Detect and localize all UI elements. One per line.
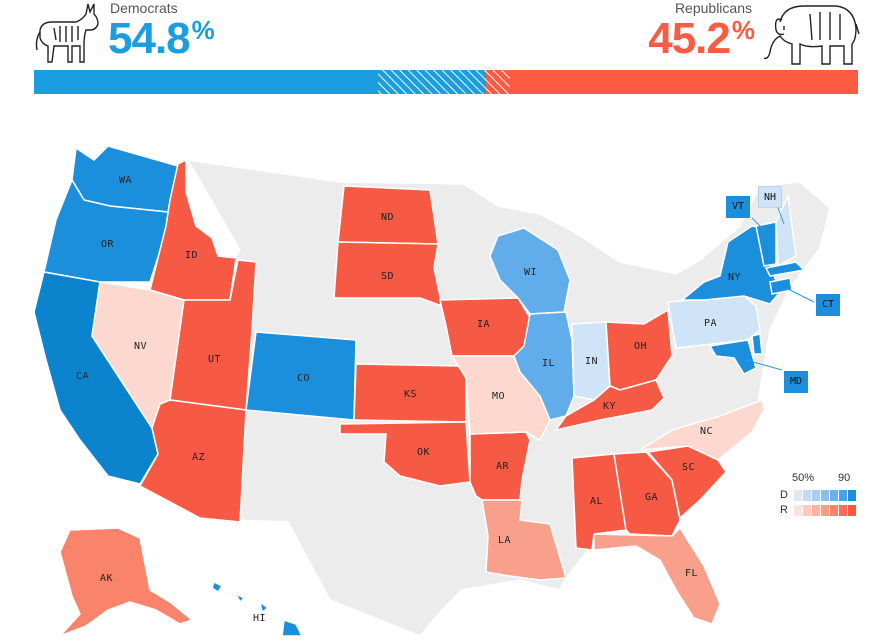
state-nc[interactable]	[639, 398, 765, 461]
elephant-icon	[763, 5, 860, 65]
label-in: IN	[585, 356, 598, 367]
state-il[interactable]	[513, 311, 575, 421]
label-oh: OH	[634, 341, 647, 352]
legend-rep-swatch-7	[848, 505, 856, 516]
callout-vt[interactable]: VT	[726, 196, 750, 218]
state-ct[interactable]	[769, 277, 793, 295]
legend-rep-swatch-6	[839, 505, 847, 516]
legend-dem-letter: D	[780, 489, 788, 501]
state-labels: WA OR CA ID NV UT AZ CO ND SD KS OK AR L…	[76, 175, 741, 624]
label-sc: SC	[682, 462, 695, 473]
legend-dem-swatch-3	[812, 490, 820, 501]
legend-rep-swatch-5	[830, 505, 838, 516]
label-id: ID	[185, 250, 198, 261]
legend-min-label: 50%	[792, 472, 815, 484]
label-il: IL	[542, 358, 555, 369]
label-ok: OK	[417, 447, 430, 458]
label-ar: AR	[496, 461, 510, 472]
legend-rep-swatch-3	[812, 505, 820, 516]
state-md[interactable]	[708, 339, 757, 375]
legend-rep-swatch-1	[794, 505, 802, 516]
legend-dem-scale	[794, 490, 857, 501]
results-bar	[34, 70, 858, 94]
state-ky[interactable]	[554, 379, 665, 432]
label-al: AL	[590, 496, 603, 507]
state-ak[interactable]	[59, 527, 194, 637]
legend-rep-swatch-4	[821, 505, 829, 516]
label-wa: WA	[119, 175, 132, 186]
label-or: OR	[101, 239, 115, 250]
label-ga: GA	[645, 492, 658, 503]
label-ak: AK	[100, 573, 113, 584]
label-co: CO	[297, 373, 310, 384]
rep-percentage-value: 45.2	[648, 14, 731, 63]
donkey-icon	[35, 3, 99, 63]
legend-dem-swatch-5	[830, 490, 838, 501]
state-fl[interactable]	[593, 526, 721, 625]
label-nc: NC	[700, 426, 713, 437]
label-sd: SD	[381, 271, 394, 282]
legend-dem-swatch-2	[803, 490, 811, 501]
rep-percentage-unit: %	[731, 15, 755, 45]
legend-rep-swatch-2	[803, 505, 811, 516]
dem-share-bar	[34, 70, 378, 94]
label-nv: NV	[134, 341, 147, 352]
dem-percentage: 54.8%	[108, 14, 215, 64]
label-mo: MO	[492, 391, 505, 402]
callout-nh[interactable]: NH	[758, 186, 782, 208]
label-fl: FL	[685, 568, 698, 579]
state-nh[interactable]	[775, 193, 797, 268]
state-ga[interactable]	[613, 451, 681, 537]
legend-dem-swatch-7	[848, 490, 856, 501]
label-ny: NY	[728, 272, 741, 283]
state-id[interactable]	[149, 158, 237, 301]
rep-party-label: Republicans	[674, 0, 752, 16]
dem-lean-bar	[378, 70, 486, 94]
label-ut: UT	[208, 354, 221, 365]
state-hi[interactable]	[211, 580, 304, 637]
label-la: LA	[498, 535, 511, 546]
dem-party-label: Democrats	[110, 0, 178, 16]
legend-rep-letter: R	[780, 504, 788, 516]
label-ky: KY	[603, 401, 616, 412]
state-la[interactable]	[481, 499, 567, 581]
us-map-svg: WA OR CA ID NV UT AZ CO ND SD KS OK AR L…	[33, 145, 831, 637]
label-wi: WI	[524, 267, 537, 278]
state-az[interactable]	[138, 399, 247, 523]
rep-lean-bar	[486, 70, 510, 94]
callout-ct[interactable]: CT	[816, 294, 840, 316]
label-hi: HI	[253, 613, 266, 624]
legend-max-label: 90	[838, 472, 851, 484]
state-ok[interactable]	[339, 421, 471, 487]
us-map: WA OR CA ID NV UT AZ CO ND SD KS OK AR L…	[0, 140, 888, 637]
label-pa: PA	[704, 318, 717, 329]
rep-percentage: 45.2%	[648, 14, 755, 64]
dem-percentage-value: 54.8	[108, 14, 191, 63]
label-az: AZ	[192, 452, 205, 463]
dem-percentage-unit: %	[191, 15, 215, 45]
color-legend: 50% 90 D R	[778, 472, 860, 522]
label-ia: IA	[477, 319, 490, 330]
callout-leaders	[745, 207, 815, 371]
label-nd: ND	[381, 212, 394, 223]
state-vt[interactable]	[755, 221, 777, 267]
state-de[interactable]	[751, 333, 763, 355]
legend-rep-scale	[794, 505, 857, 516]
label-ks: KS	[404, 389, 417, 400]
callout-md[interactable]: MD	[784, 371, 808, 393]
legend-dem-swatch-6	[839, 490, 847, 501]
state-ks[interactable]	[353, 363, 467, 423]
label-ca: CA	[76, 371, 89, 382]
legend-dem-swatch-1	[794, 490, 802, 501]
legend-dem-swatch-4	[821, 490, 829, 501]
rep-share-bar	[510, 70, 858, 94]
state-ma[interactable]	[764, 261, 806, 277]
